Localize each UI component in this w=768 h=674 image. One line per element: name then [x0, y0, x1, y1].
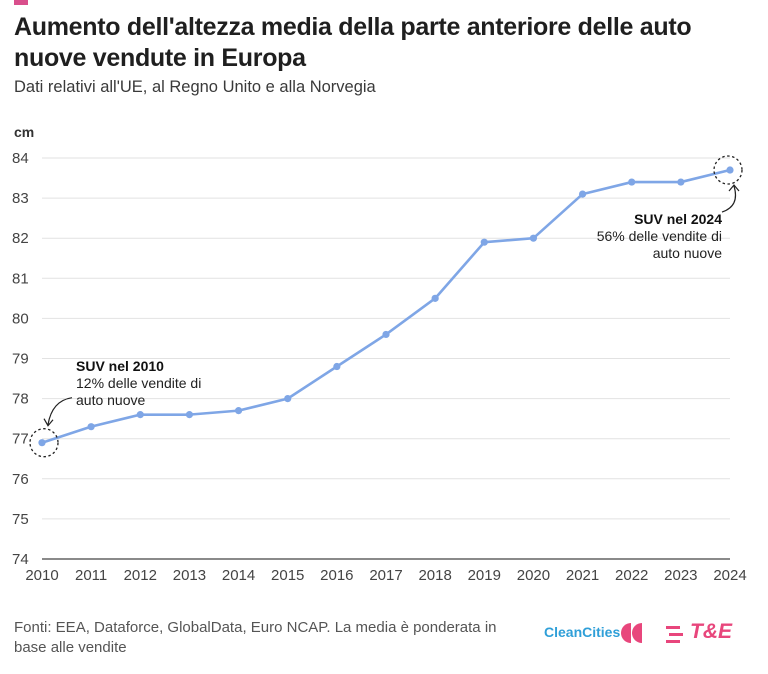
source-note: Fonti: EEA, Dataforce, GlobalData, Euro …: [14, 619, 497, 656]
annotation-title-2024: SUV nel 2024: [634, 211, 722, 227]
y-tick-label: 79: [12, 351, 29, 368]
x-tick-label: 2011: [75, 567, 107, 584]
x-tick-label: 2010: [25, 567, 58, 584]
te-stripes-icon: [666, 626, 683, 643]
x-tick-label: 2024: [713, 567, 746, 584]
te-logo: T&E: [690, 620, 732, 643]
data-point: [578, 190, 587, 198]
x-tick-label: 2022: [615, 567, 648, 584]
y-tick-label: 74: [12, 551, 29, 568]
y-tick-label: 82: [12, 230, 29, 247]
annotation-title-2010: SUV nel 2010: [76, 358, 164, 374]
data-points: [38, 166, 734, 447]
data-point: [87, 423, 95, 431]
annotation-line1-2024: 56% delle vendite di: [597, 228, 722, 244]
data-point: [38, 439, 46, 447]
y-tick-label: 77: [12, 431, 29, 448]
y-tick-labels: 74 75 76 77 78 79 80 81 82 83 84: [12, 150, 29, 568]
annotation-arrow-2024: [721, 184, 740, 213]
cleancities-mark-icon: [621, 623, 642, 643]
data-point: [480, 238, 488, 246]
data-point: [382, 330, 390, 339]
highlight-ring-2010: [29, 428, 59, 458]
annotation-line1-2010: 12% delle vendite di: [76, 375, 201, 391]
x-tick-label: 2012: [124, 567, 157, 584]
data-point: [529, 234, 538, 242]
data-point: [284, 395, 292, 403]
data-point: [431, 294, 439, 302]
x-tick-label: 2020: [517, 567, 550, 584]
data-point: [136, 411, 144, 419]
data-point: [628, 178, 636, 186]
x-tick-label: 2019: [468, 567, 501, 584]
data-point: [726, 166, 734, 174]
data-point: [234, 407, 243, 415]
y-tick-label: 80: [12, 310, 29, 327]
x-tick-label: 2016: [320, 567, 353, 584]
x-tick-labels: 2010 2011 2012 2013 2014 2015 2016 2017 2018 2019…: [25, 567, 746, 584]
data-point: [677, 178, 685, 186]
gridlines: [42, 157, 730, 560]
y-tick-label: 78: [12, 391, 29, 408]
data-point: [185, 411, 194, 419]
x-tick-label: 2014: [222, 567, 255, 584]
x-tick-label: 2015: [271, 567, 304, 584]
chart-subtitle: Dati relativi all'UE, al Regno Unito e a…: [14, 78, 376, 96]
cleancities-logo: CleanCities: [544, 624, 621, 640]
y-tick-label: 83: [12, 190, 29, 207]
y-tick-label: 81: [12, 270, 29, 287]
y-tick-label: 76: [12, 471, 29, 488]
annotation-line2-2010: auto nuove: [76, 392, 145, 408]
annotation-line2-2024: auto nuove: [653, 245, 722, 261]
x-tick-label: 2018: [418, 567, 451, 584]
y-axis-label: cm: [14, 124, 34, 140]
y-tick-label: 75: [12, 511, 29, 528]
x-tick-label: 2013: [173, 567, 206, 584]
x-tick-label: 2021: [566, 567, 599, 584]
data-point: [333, 362, 341, 371]
y-tick-label: 84: [12, 150, 29, 167]
x-tick-label: 2017: [369, 567, 402, 584]
accent-bar: [14, 0, 28, 5]
x-tick-label: 2023: [664, 567, 697, 584]
annotation-2010: SUV nel 2010 12% delle vendite di auto n…: [29, 358, 201, 458]
annotation-2024: SUV nel 2024 56% delle vendite di auto n…: [597, 155, 743, 261]
chart-title: Aumento dell'altezza media della parte a…: [14, 13, 692, 72]
annotation-arrow-2010: [43, 397, 73, 427]
highlight-ring-2024: [713, 155, 743, 185]
